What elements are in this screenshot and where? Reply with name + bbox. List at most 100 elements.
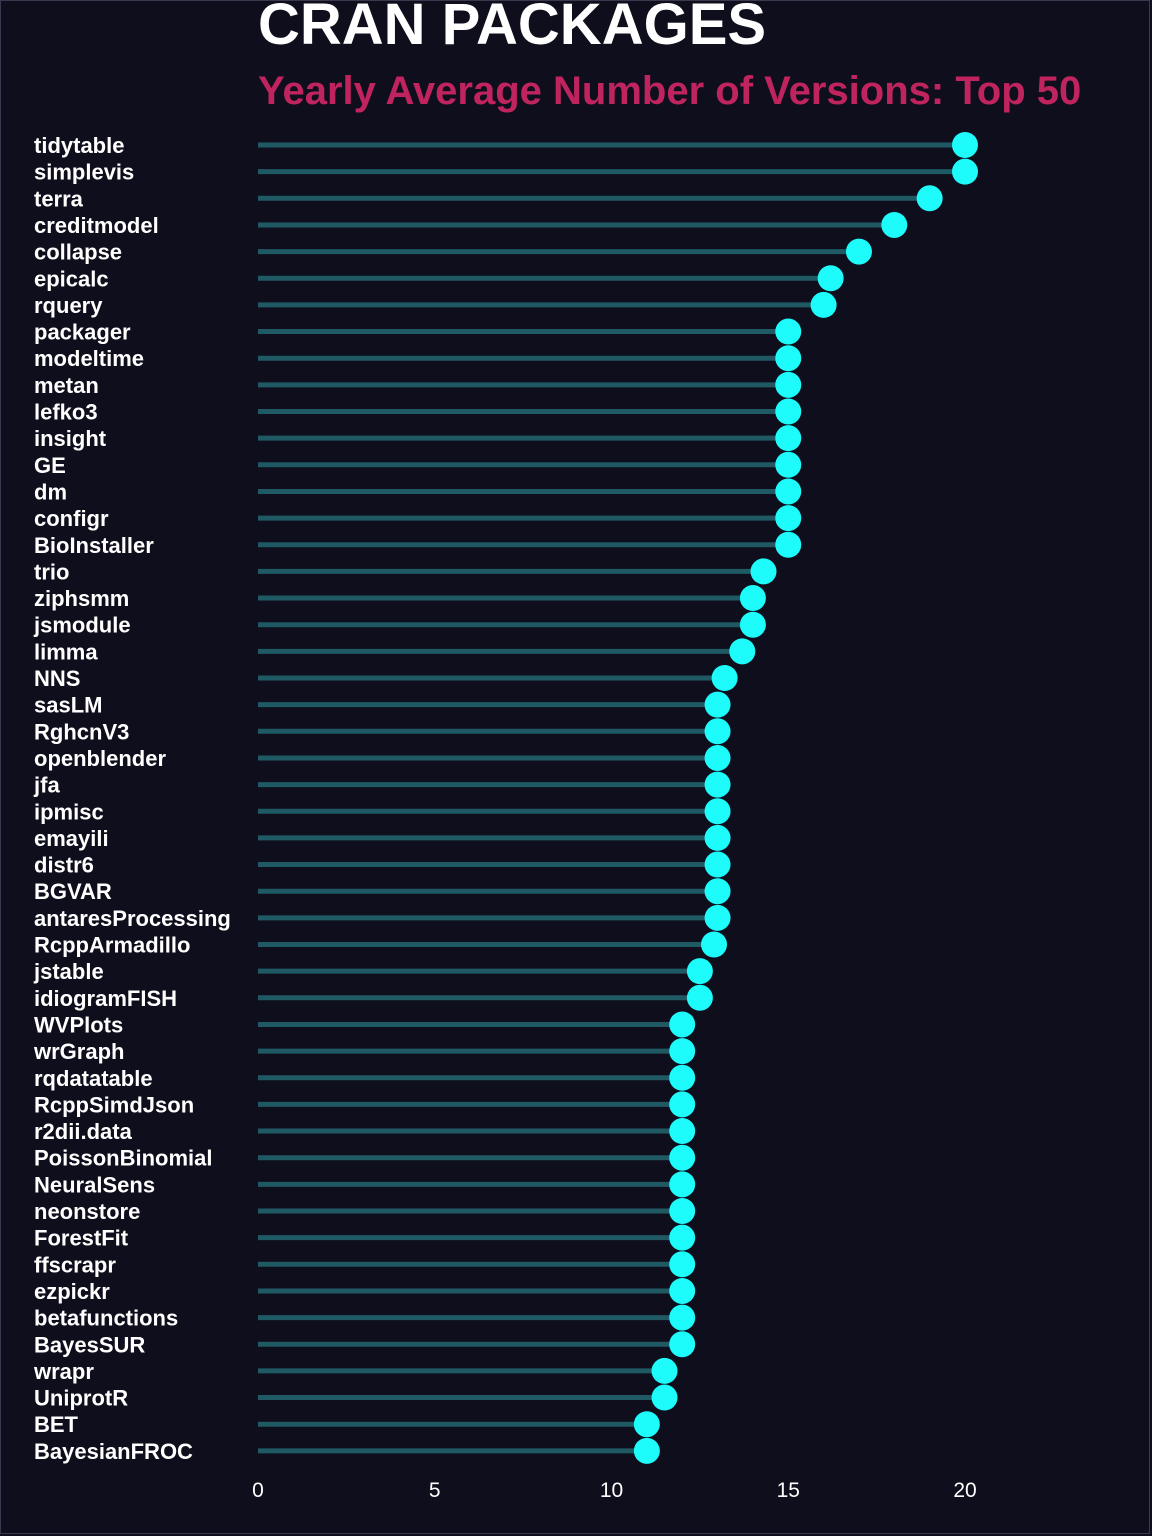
category-label: jsmodule <box>33 613 131 638</box>
data-point <box>686 958 713 985</box>
data-point <box>669 1304 696 1331</box>
data-point <box>775 425 802 452</box>
category-label: tidytable <box>34 133 124 158</box>
category-label: r2dii.data <box>34 1119 133 1144</box>
data-point <box>711 665 738 691</box>
category-labels: tidytablesimplevisterracreditmodelcollap… <box>33 133 231 1464</box>
category-label: RghcnV3 <box>34 719 129 744</box>
data-point <box>845 238 872 265</box>
points-layer <box>633 132 978 1464</box>
data-point <box>952 158 978 185</box>
category-label: collapse <box>34 240 122 265</box>
category-label: ipmisc <box>34 799 104 824</box>
data-point <box>704 904 731 931</box>
category-label: wrGraph <box>33 1039 124 1064</box>
x-tick-label: 5 <box>429 1479 441 1502</box>
category-label: BioInstaller <box>34 533 154 558</box>
data-point <box>669 1118 696 1145</box>
category-label: insight <box>34 426 107 451</box>
data-point <box>704 851 731 878</box>
data-point <box>704 771 731 798</box>
category-label: ForestFit <box>34 1226 129 1251</box>
data-point <box>669 1038 696 1065</box>
data-point <box>775 478 802 505</box>
data-point <box>669 1144 696 1171</box>
data-point <box>704 718 731 745</box>
data-point <box>704 744 731 771</box>
category-label: antaresProcessing <box>34 906 231 931</box>
chart-subtitle: Yearly Average Number of Versions: Top 5… <box>258 69 1081 113</box>
category-label: PoissonBinomial <box>34 1146 212 1171</box>
category-label: creditmodel <box>34 213 159 238</box>
data-point <box>669 1064 696 1091</box>
data-point <box>775 451 802 478</box>
category-label: NeuralSens <box>34 1172 155 1197</box>
category-label: dm <box>34 479 67 504</box>
category-label: trio <box>34 559 69 584</box>
category-label: rquery <box>34 293 103 318</box>
data-point <box>651 1384 678 1411</box>
data-point <box>686 984 713 1011</box>
category-label: ffscrapr <box>34 1252 116 1277</box>
category-label: BET <box>34 1412 79 1437</box>
category-label: BayesianFROC <box>34 1439 193 1464</box>
data-point <box>633 1437 660 1464</box>
category-label: simplevis <box>34 160 134 185</box>
data-point <box>775 371 802 398</box>
data-point <box>669 1011 696 1038</box>
data-point <box>810 291 837 318</box>
category-label: limma <box>34 639 98 664</box>
data-point <box>669 1277 696 1304</box>
data-point <box>669 1331 696 1358</box>
data-point <box>775 345 802 372</box>
category-label: WVPlots <box>34 1012 123 1037</box>
data-point <box>669 1171 696 1198</box>
category-label: lefko3 <box>34 400 98 425</box>
category-label: betafunctions <box>34 1306 178 1331</box>
category-label: RcppSimdJson <box>34 1092 194 1117</box>
data-point <box>651 1357 678 1384</box>
category-label: openblender <box>34 746 166 771</box>
category-label: sasLM <box>34 693 102 718</box>
data-point <box>704 878 731 905</box>
category-label: UniprotR <box>34 1386 128 1411</box>
x-tick-label: 0 <box>252 1479 264 1502</box>
category-label: ezpickr <box>34 1279 110 1304</box>
category-label: modeltime <box>34 346 144 371</box>
category-label: jfa <box>33 773 60 798</box>
chart-title: CRAN PACKAGES <box>258 0 766 57</box>
data-point <box>775 398 802 425</box>
category-label: terra <box>34 186 84 211</box>
stems-layer <box>258 142 965 1454</box>
data-point <box>775 505 802 532</box>
data-point <box>669 1224 696 1251</box>
category-label: ziphsmm <box>34 586 129 611</box>
data-point <box>669 1198 696 1224</box>
data-point <box>704 798 731 825</box>
data-point <box>739 611 766 638</box>
data-point <box>775 531 802 558</box>
category-label: wrapr <box>33 1359 94 1384</box>
data-point <box>739 585 766 612</box>
category-label: configr <box>34 506 109 531</box>
category-label: packager <box>34 320 131 345</box>
data-point <box>881 211 908 238</box>
data-point <box>669 1251 696 1278</box>
data-point <box>775 318 802 345</box>
category-label: rqdatatable <box>34 1066 153 1091</box>
data-point <box>916 185 943 212</box>
category-label: metan <box>34 373 99 398</box>
x-tick-label: 10 <box>600 1479 623 1502</box>
category-label: NNS <box>34 666 80 691</box>
data-point <box>704 824 731 851</box>
category-label: idiogramFISH <box>34 986 177 1011</box>
data-point <box>701 931 728 958</box>
x-axis-ticks: 0 5 10 15 20 <box>252 1479 977 1502</box>
data-point <box>633 1411 660 1438</box>
category-label: BayesSUR <box>34 1332 145 1357</box>
category-label: jstable <box>33 959 104 984</box>
data-point <box>729 638 756 665</box>
data-point <box>952 132 978 158</box>
x-tick-label: 15 <box>777 1479 800 1502</box>
